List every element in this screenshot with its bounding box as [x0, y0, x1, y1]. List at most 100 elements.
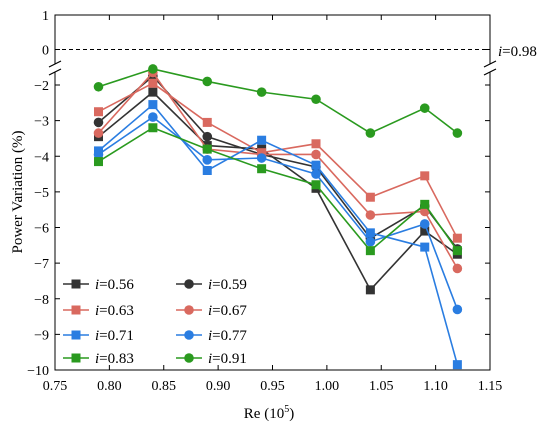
data-point	[452, 304, 463, 315]
data-point	[452, 263, 463, 274]
y-tick-label: −3	[34, 115, 49, 130]
legend-item: i=0.77	[176, 328, 247, 344]
series-line	[98, 82, 459, 239]
data-point	[93, 117, 104, 128]
legend-label: i=0.83	[95, 351, 134, 367]
legend-item: i=0.56	[63, 277, 134, 293]
y-tick-label: 0	[42, 44, 49, 59]
legend-swatch-marker	[71, 305, 81, 315]
series-line	[98, 126, 459, 252]
x-tick-label: 0.90	[206, 379, 231, 394]
data-point	[93, 128, 104, 138]
data-point	[311, 139, 321, 149]
series-i-0.91	[93, 64, 463, 138]
data-point	[202, 155, 213, 165]
x-axis-label: Re (105)	[244, 404, 294, 422]
legend-swatch-marker	[184, 330, 194, 340]
data-point	[311, 169, 321, 179]
x-tick-label: 0.75	[43, 379, 68, 394]
legend-label: i=0.67	[208, 303, 247, 319]
legend-item: i=0.71	[63, 328, 134, 344]
data-point	[256, 87, 267, 97]
data-point	[202, 76, 213, 87]
legend-swatch-marker	[184, 353, 194, 363]
x-tick-label: 1.00	[315, 379, 340, 394]
legend-label: i=0.56	[95, 277, 134, 293]
data-point	[94, 157, 103, 167]
legend-label: i=0.71	[95, 328, 134, 344]
legend-item: i=0.59	[176, 277, 247, 293]
data-point	[452, 233, 462, 243]
x-tick-label: 1.15	[478, 379, 503, 394]
legend-label: i=0.91	[208, 351, 247, 367]
y-tick-label: −10	[27, 364, 49, 379]
legend-label: i=0.59	[208, 277, 247, 293]
data-point	[365, 236, 376, 247]
data-point	[365, 128, 376, 138]
data-point	[452, 360, 462, 370]
legend-swatch-marker	[184, 305, 194, 315]
series-line	[98, 116, 459, 310]
data-point	[311, 94, 321, 105]
x-tick-label: 0.95	[260, 379, 285, 394]
data-point	[148, 78, 158, 88]
y-axis-label: Power Variation (%)	[10, 130, 26, 253]
data-point	[202, 144, 212, 154]
data-point	[365, 210, 376, 220]
data-point	[202, 117, 212, 127]
data-point	[452, 128, 463, 138]
x-tick-label: 0.80	[97, 379, 122, 394]
legend-item: i=0.67	[176, 303, 247, 319]
axis-break-mark	[483, 68, 497, 76]
legend-swatch-marker	[71, 279, 81, 289]
legend-swatch-marker	[71, 330, 81, 340]
axis-break-gap-left	[47, 64, 63, 72]
data-point	[148, 123, 158, 133]
x-tick-label: 1.10	[423, 379, 448, 394]
data-point	[202, 166, 212, 175]
data-point	[257, 135, 267, 145]
data-point	[420, 242, 430, 252]
data-point	[93, 81, 104, 92]
x-tick-label: 0.85	[152, 379, 177, 394]
data-point	[93, 149, 104, 160]
reference-line-label: i=0.98	[498, 44, 537, 60]
y-tick-label: −9	[34, 328, 49, 343]
data-point	[256, 153, 267, 163]
legend-item: i=0.83	[63, 351, 134, 367]
series-line	[97, 91, 458, 292]
legend-label: i=0.77	[208, 328, 247, 344]
series-line	[97, 103, 459, 365]
data-point	[257, 164, 267, 174]
data-point	[365, 285, 375, 295]
axis-break-mark	[48, 60, 62, 68]
legend: i=0.56 i=0.59 i=0.63 i=0.67 i=0.71 i=0.77 i=0.…	[63, 277, 247, 367]
data-point	[365, 228, 375, 238]
data-point	[419, 103, 430, 113]
data-point	[311, 149, 321, 160]
legend-item: i=0.91	[176, 351, 247, 367]
data-point	[94, 107, 103, 117]
legend-label: i=0.63	[95, 303, 134, 319]
y-tick-label: −5	[34, 186, 49, 201]
series-i-0.83	[94, 123, 462, 256]
x-tick-label: 1.05	[369, 379, 394, 394]
axis-break-mark	[48, 68, 62, 76]
y-tick-label: −6	[34, 222, 49, 237]
y-tick-label: −8	[34, 293, 49, 308]
y-tick-label: −7	[34, 257, 49, 272]
axis-break-mark	[483, 60, 497, 68]
data-point	[365, 246, 375, 256]
data-point	[202, 131, 213, 142]
y-tick-label: 1	[42, 9, 49, 24]
axis-break-gap-right	[482, 64, 498, 72]
data-point	[365, 192, 375, 202]
data-point	[148, 100, 158, 110]
data-point	[148, 87, 158, 97]
legend-swatch-marker	[184, 279, 194, 289]
legend-swatch-marker	[71, 353, 81, 363]
data-point	[420, 199, 430, 209]
legend-item: i=0.63	[63, 303, 134, 319]
